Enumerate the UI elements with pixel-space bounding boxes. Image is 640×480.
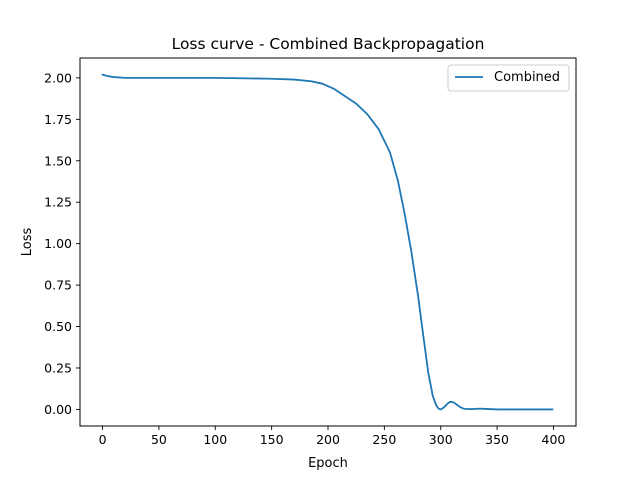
series-line-combined	[101, 73, 554, 411]
y-tick-label: 2.00	[44, 70, 72, 85]
x-tick-label: 150	[260, 432, 284, 447]
x-tick-label: 200	[316, 432, 340, 447]
y-tick-label: 1.50	[44, 153, 72, 168]
x-tick-label: 0	[99, 432, 107, 447]
x-tick-label: 350	[485, 432, 509, 447]
y-tick-label: 0.50	[44, 319, 72, 334]
y-tick-label: 1.25	[44, 195, 72, 210]
legend-label-combined: Combined	[494, 70, 560, 85]
x-tick-label: 300	[429, 432, 453, 447]
y-tick-label: 0.75	[44, 278, 72, 293]
legend: Combined	[447, 64, 570, 92]
x-tick-label: 100	[203, 432, 227, 447]
y-tick-label: 0.25	[44, 360, 72, 375]
x-tick-label: 50	[151, 432, 167, 447]
x-tick-label: 250	[372, 432, 396, 447]
chart-title: Loss curve - Combined Backpropagation	[172, 35, 485, 53]
y-tick-label: 1.75	[44, 112, 72, 127]
x-tick-label: 400	[542, 432, 566, 447]
legend-box	[447, 64, 570, 92]
y-tick-label: 1.00	[44, 236, 72, 251]
y-axis-label: Loss	[20, 228, 35, 257]
x-axis-label: Epoch	[308, 456, 348, 471]
y-tick-label: 0.00	[44, 402, 72, 417]
